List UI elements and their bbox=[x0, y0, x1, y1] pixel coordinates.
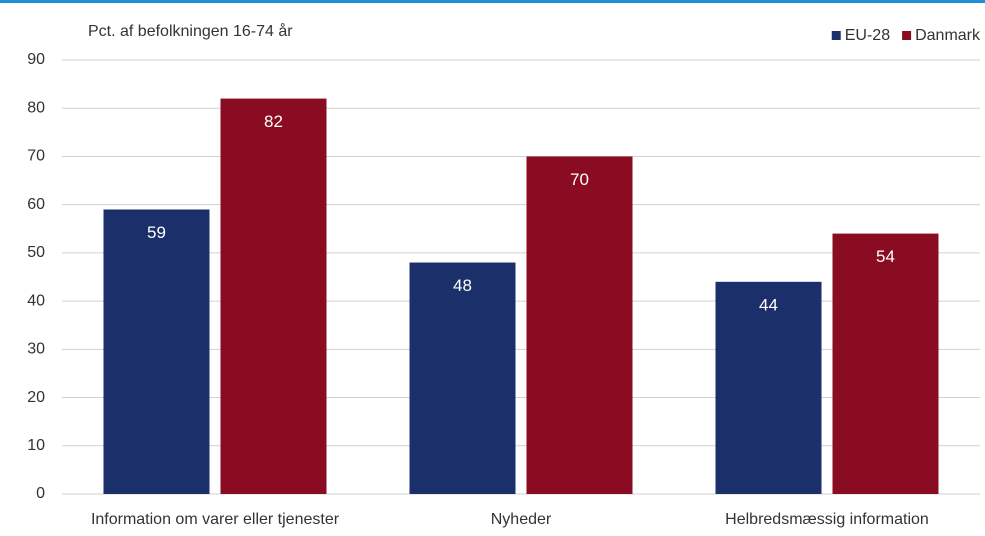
value-label: 44 bbox=[759, 295, 778, 314]
y-tick-label: 70 bbox=[27, 148, 45, 165]
x-tick-label: Nyheder bbox=[491, 511, 552, 528]
y-tick-label: 0 bbox=[36, 485, 45, 502]
y-tick-label: 50 bbox=[27, 244, 45, 261]
x-tick-label: Helbredsmæssig information bbox=[725, 511, 929, 528]
y-tick-label: 40 bbox=[27, 292, 45, 309]
value-label: 59 bbox=[147, 223, 166, 242]
bar bbox=[715, 281, 822, 494]
y-axis-label: Pct. af befolkningen 16-74 år bbox=[88, 22, 293, 40]
legend-swatch bbox=[831, 31, 841, 40]
y-tick-label: 90 bbox=[27, 51, 45, 68]
x-tick-label: Information om varer eller tjenester bbox=[91, 511, 340, 528]
value-label: 70 bbox=[570, 170, 589, 189]
bar bbox=[220, 98, 327, 495]
legend-label: Danmark bbox=[915, 27, 981, 44]
y-tick-label: 80 bbox=[27, 99, 45, 116]
bar bbox=[832, 233, 939, 494]
bar bbox=[409, 262, 516, 494]
y-tick-label: 20 bbox=[27, 389, 45, 406]
legend-label: EU-28 bbox=[845, 27, 890, 44]
y-tick-label: 60 bbox=[27, 196, 45, 213]
y-tick-label: 30 bbox=[27, 341, 45, 358]
bar bbox=[103, 209, 210, 494]
value-label: 82 bbox=[264, 112, 283, 131]
legend: EU-28 Danmark bbox=[831, 27, 981, 44]
legend-swatch bbox=[902, 31, 912, 40]
top-rule bbox=[0, 0, 985, 3]
bar bbox=[526, 156, 633, 494]
value-label: 48 bbox=[453, 276, 472, 295]
y-tick-label: 10 bbox=[27, 437, 45, 454]
value-label: 54 bbox=[876, 247, 895, 266]
